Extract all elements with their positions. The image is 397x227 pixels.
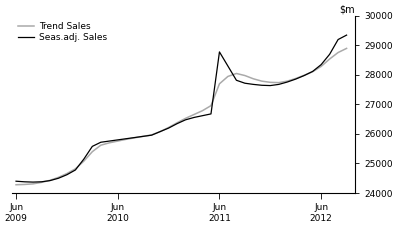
- Seas.adj. Sales: [158, 130, 162, 133]
- Seas.adj. Sales: [260, 84, 264, 87]
- Seas.adj. Sales: [344, 34, 349, 37]
- Trend Sales: [175, 121, 179, 124]
- Seas.adj. Sales: [251, 83, 256, 86]
- Seas.adj. Sales: [192, 116, 197, 119]
- Trend Sales: [276, 81, 281, 84]
- Seas.adj. Sales: [327, 53, 332, 56]
- Trend Sales: [116, 140, 120, 142]
- Seas.adj. Sales: [175, 122, 179, 125]
- Seas.adj. Sales: [336, 38, 341, 41]
- Trend Sales: [81, 160, 86, 163]
- Trend Sales: [73, 168, 78, 170]
- Line: Seas.adj. Sales: Seas.adj. Sales: [16, 35, 347, 182]
- Seas.adj. Sales: [183, 118, 188, 121]
- Seas.adj. Sales: [31, 181, 35, 183]
- Seas.adj. Sales: [65, 173, 69, 176]
- Trend Sales: [158, 130, 162, 133]
- Seas.adj. Sales: [217, 51, 222, 53]
- Seas.adj. Sales: [319, 63, 324, 66]
- Seas.adj. Sales: [124, 137, 129, 140]
- Trend Sales: [98, 144, 103, 147]
- Seas.adj. Sales: [73, 169, 78, 171]
- Trend Sales: [166, 126, 171, 129]
- Trend Sales: [310, 70, 315, 73]
- Seas.adj. Sales: [225, 65, 230, 67]
- Trend Sales: [327, 58, 332, 60]
- Text: $m: $m: [339, 4, 355, 14]
- Seas.adj. Sales: [132, 136, 137, 139]
- Trend Sales: [260, 80, 264, 82]
- Seas.adj. Sales: [56, 177, 61, 180]
- Trend Sales: [65, 172, 69, 175]
- Seas.adj. Sales: [22, 180, 27, 183]
- Trend Sales: [56, 176, 61, 179]
- Seas.adj. Sales: [149, 134, 154, 136]
- Trend Sales: [90, 150, 95, 153]
- Seas.adj. Sales: [13, 180, 18, 183]
- Seas.adj. Sales: [166, 127, 171, 129]
- Trend Sales: [200, 109, 205, 112]
- Trend Sales: [208, 104, 213, 107]
- Trend Sales: [132, 136, 137, 139]
- Seas.adj. Sales: [285, 81, 290, 83]
- Seas.adj. Sales: [234, 79, 239, 82]
- Seas.adj. Sales: [268, 84, 273, 87]
- Seas.adj. Sales: [90, 145, 95, 148]
- Trend Sales: [285, 80, 290, 82]
- Legend: Trend Sales, Seas.adj. Sales: Trend Sales, Seas.adj. Sales: [16, 20, 109, 44]
- Seas.adj. Sales: [116, 138, 120, 141]
- Trend Sales: [268, 81, 273, 84]
- Trend Sales: [243, 74, 247, 77]
- Seas.adj. Sales: [81, 158, 86, 160]
- Trend Sales: [124, 138, 129, 141]
- Seas.adj. Sales: [200, 114, 205, 117]
- Seas.adj. Sales: [293, 78, 298, 80]
- Trend Sales: [336, 51, 341, 54]
- Trend Sales: [183, 117, 188, 120]
- Trend Sales: [319, 65, 324, 68]
- Seas.adj. Sales: [107, 140, 112, 142]
- Trend Sales: [13, 183, 18, 186]
- Trend Sales: [302, 74, 306, 76]
- Seas.adj. Sales: [302, 74, 306, 77]
- Trend Sales: [293, 77, 298, 80]
- Trend Sales: [344, 47, 349, 50]
- Line: Trend Sales: Trend Sales: [16, 48, 347, 185]
- Trend Sales: [39, 181, 44, 184]
- Seas.adj. Sales: [208, 113, 213, 115]
- Seas.adj. Sales: [243, 82, 247, 85]
- Seas.adj. Sales: [310, 70, 315, 73]
- Trend Sales: [141, 135, 146, 138]
- Trend Sales: [217, 82, 222, 85]
- Trend Sales: [31, 183, 35, 185]
- Trend Sales: [251, 77, 256, 80]
- Trend Sales: [107, 141, 112, 144]
- Seas.adj. Sales: [276, 83, 281, 86]
- Trend Sales: [22, 183, 27, 186]
- Trend Sales: [149, 133, 154, 136]
- Seas.adj. Sales: [141, 135, 146, 138]
- Seas.adj. Sales: [39, 180, 44, 183]
- Seas.adj. Sales: [48, 179, 52, 182]
- Trend Sales: [234, 72, 239, 75]
- Trend Sales: [48, 179, 52, 182]
- Trend Sales: [225, 75, 230, 78]
- Trend Sales: [192, 113, 197, 116]
- Seas.adj. Sales: [98, 141, 103, 144]
